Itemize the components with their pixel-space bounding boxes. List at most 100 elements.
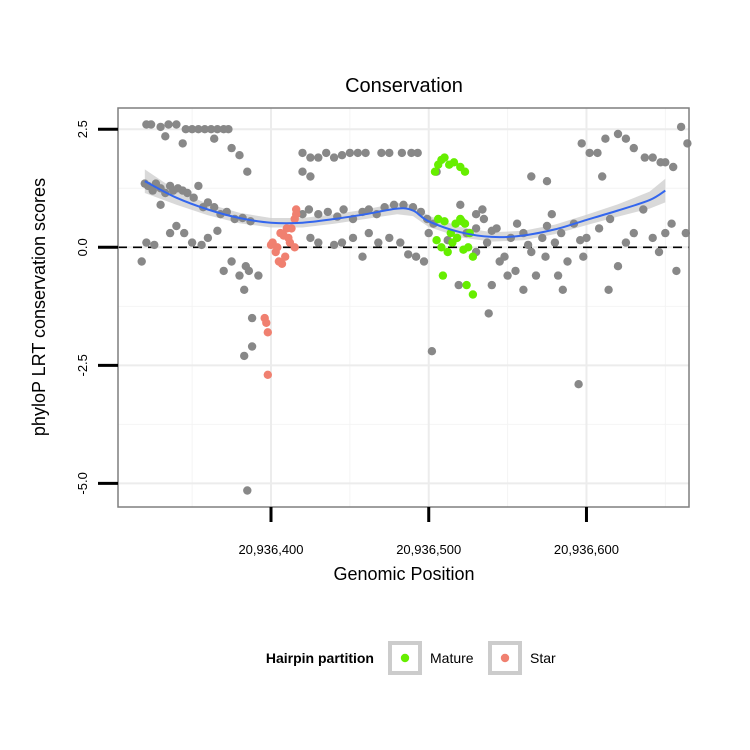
data-point-mature (434, 214, 443, 224)
data-point-other (411, 252, 421, 261)
legend-key-dot-star (500, 653, 510, 663)
data-point-other (541, 252, 550, 261)
x-axis: 20,936,400 20,936,500 20,936,600 (238, 507, 619, 557)
data-point-other (407, 148, 416, 158)
y-tick-label: 0.0 (75, 238, 90, 256)
plot-panel (118, 108, 689, 507)
data-point-other (189, 193, 198, 202)
data-point-mature (457, 217, 467, 226)
y-axis: -5.0 -2.5 0.0 2.5 (75, 120, 118, 495)
data-point-other (146, 120, 156, 129)
data-point-star (263, 328, 272, 337)
data-point-mature (452, 233, 462, 243)
data-point-other (500, 252, 509, 261)
data-point-other (314, 238, 323, 247)
data-point-mature (449, 158, 459, 167)
data-point-other (298, 210, 307, 219)
chart-title: Conservation (345, 75, 463, 97)
data-point-other (454, 280, 463, 290)
data-point-other (353, 148, 362, 158)
data-point-other (550, 238, 560, 247)
data-point-other (527, 172, 536, 181)
data-point-other (187, 238, 197, 247)
data-point-other (639, 205, 648, 214)
legend-title: Hairpin partition (266, 650, 374, 666)
data-point-other (210, 203, 219, 212)
data-point-other (180, 228, 189, 238)
data-point-other (227, 257, 236, 266)
data-point-other (582, 233, 591, 243)
data-point-star (277, 259, 287, 268)
data-point-other (304, 205, 314, 214)
data-point-other (148, 186, 157, 195)
data-point-other (487, 280, 496, 290)
data-point-other (604, 285, 613, 294)
data-point-other (244, 266, 254, 276)
data-point-other (298, 148, 307, 158)
data-point-other (181, 125, 190, 134)
points-mature (430, 153, 478, 299)
data-point-other (594, 224, 604, 233)
data-point-other (471, 224, 481, 233)
data-point-star (273, 243, 282, 252)
data-point-other (512, 219, 522, 228)
data-point-mature (462, 280, 471, 290)
data-point-other (605, 214, 615, 224)
data-point-other (203, 233, 213, 243)
data-point-other (227, 143, 236, 153)
data-point-other (531, 271, 541, 280)
data-point-other (593, 148, 602, 158)
legend: Hairpin partition Mature Star (266, 641, 556, 675)
data-point-other (672, 266, 681, 276)
data-point-other (165, 228, 175, 238)
data-point-other (385, 233, 394, 243)
data-point-other (424, 228, 433, 238)
data-point-other (329, 153, 339, 162)
points-star (260, 205, 301, 379)
data-point-other (413, 148, 422, 158)
data-point-other (314, 153, 323, 162)
data-point-other (629, 143, 638, 153)
data-point-star (279, 231, 288, 240)
data-point-mature (438, 271, 448, 280)
data-point-other (613, 129, 623, 139)
data-point-mature (464, 243, 473, 252)
data-point-other (235, 271, 244, 280)
x-tick-label: 20,936,600 (554, 542, 619, 557)
data-point-other (683, 139, 692, 148)
data-point-other (404, 250, 413, 259)
data-point-other (213, 226, 222, 235)
data-point-other (240, 285, 249, 294)
data-point-other (563, 257, 572, 266)
data-point-other (337, 238, 347, 247)
plot-border (117, 107, 690, 508)
data-point-other (478, 205, 487, 214)
data-point-other (397, 148, 407, 158)
data-point-mature (443, 247, 452, 257)
data-point-other (243, 486, 252, 495)
data-point-other (243, 167, 252, 176)
data-point-other (164, 120, 173, 129)
data-point-other (348, 233, 358, 243)
data-point-other (511, 266, 520, 276)
data-point-star (266, 240, 276, 250)
smooth-line (144, 180, 666, 239)
data-point-other (427, 347, 437, 356)
data-point-mature (440, 153, 449, 162)
data-point-other (681, 228, 690, 238)
data-point-other (547, 210, 556, 219)
data-point-other (219, 266, 228, 276)
data-point-other (322, 148, 331, 158)
data-point-mature (437, 243, 446, 252)
data-point-other (648, 233, 657, 243)
data-point-other (213, 125, 222, 134)
data-point-other (137, 257, 146, 266)
legend-label-mature: Mature (430, 650, 474, 666)
data-point-other (648, 153, 657, 162)
data-point-mature (460, 167, 470, 176)
data-point-other (161, 132, 170, 141)
data-point-other (203, 198, 213, 207)
data-point-other (484, 309, 493, 318)
data-point-other (197, 240, 206, 250)
data-point-star (282, 224, 291, 233)
